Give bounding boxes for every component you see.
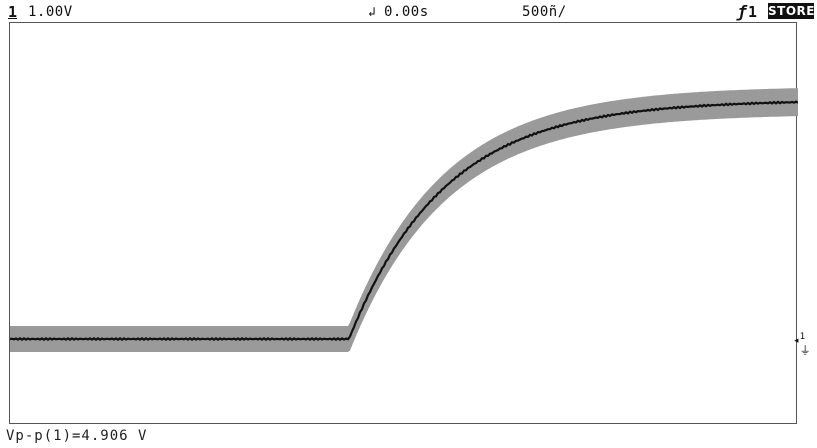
waveform-display — [9, 22, 798, 424]
status-bar: 1 1.00V ↲ 0.00s 500ñ/ ƒ 1 STORE — [0, 0, 817, 22]
channel-scale[interactable]: 1.00V — [28, 4, 73, 20]
trigger-delay-icon: ↲ — [368, 5, 376, 20]
time-scale[interactable]: 500ñ/ — [522, 4, 567, 20]
ground-marker-channel: 1 — [799, 331, 806, 342]
waveform-plot — [10, 88, 798, 352]
vpp-measurement: Vp-p(1)=4.906 V — [6, 428, 148, 444]
trigger-edge-icon: ƒ — [737, 2, 747, 21]
trigger-source[interactable]: 1 — [748, 3, 758, 21]
store-mode-badge[interactable]: STORE — [768, 3, 815, 19]
measurement-bar: Vp-p(1)=4.906 V — [0, 424, 817, 448]
horizontal-delay[interactable]: 0.00s — [384, 4, 429, 20]
ground-reference-icon: ◂1 ⏚ — [793, 331, 811, 357]
signal-trace — [10, 100, 798, 342]
channel-number[interactable]: 1 — [8, 3, 18, 21]
noise-envelope — [10, 88, 798, 352]
